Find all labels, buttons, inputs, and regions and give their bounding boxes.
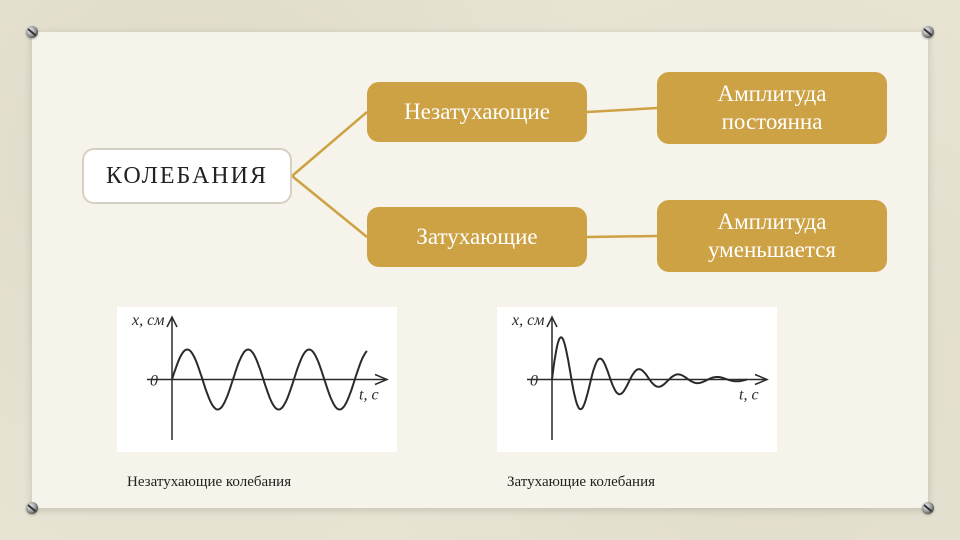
svg-text:x, см: x, см xyxy=(131,312,164,329)
amplitude-decr-box: Амплитуда уменьшается xyxy=(657,200,887,272)
undamped-graph: x, см t, с 0 xyxy=(117,307,397,452)
root-box: КОЛЕБАНИЯ xyxy=(82,148,292,204)
svg-text:0: 0 xyxy=(530,373,538,390)
undamped-label: Незатухающие xyxy=(404,98,550,126)
undamped-box: Незатухающие xyxy=(367,82,587,142)
amplitude-decr-label: Амплитуда уменьшается xyxy=(665,208,879,263)
svg-text:t, с: t, с xyxy=(359,387,379,404)
damped-box: Затухающие xyxy=(367,207,587,267)
screw-icon xyxy=(922,26,934,38)
svg-text:x, см: x, см xyxy=(511,312,544,329)
root-label: КОЛЕБАНИЯ xyxy=(106,162,268,191)
amplitude-const-label: Амплитуда постоянна xyxy=(665,80,879,135)
damped-label: Затухающие xyxy=(416,223,537,251)
damped-caption: Затухающие колебания xyxy=(507,474,655,491)
screw-icon xyxy=(26,502,38,514)
screw-icon xyxy=(26,26,38,38)
slide-card: КОЛЕБАНИЯ Незатухающие Затухающие Амплит… xyxy=(32,32,928,508)
damped-graph: x, см t, с 0 xyxy=(497,307,777,452)
svg-text:0: 0 xyxy=(150,373,158,390)
screw-icon xyxy=(922,502,934,514)
svg-text:t, с: t, с xyxy=(739,387,759,404)
amplitude-const-box: Амплитуда постоянна xyxy=(657,72,887,144)
undamped-caption: Незатухающие колебания xyxy=(127,474,291,491)
